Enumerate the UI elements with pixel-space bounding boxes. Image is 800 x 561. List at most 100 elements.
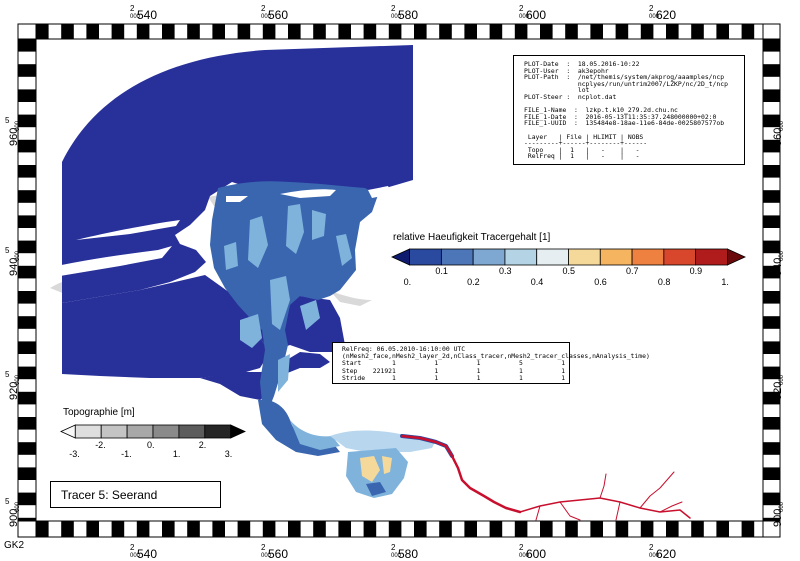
northing-label: 5 920 000 xyxy=(766,370,785,400)
colorbar-over-triangle xyxy=(230,424,246,439)
easting-prefix: 2 xyxy=(519,4,524,13)
easting-label: 2 580 000 xyxy=(390,543,422,561)
easting-value: 560 xyxy=(268,8,289,22)
northing-label: 5 940 000 xyxy=(766,246,785,276)
checker-cell xyxy=(514,24,528,39)
checker-cell xyxy=(18,492,36,506)
checker-cell xyxy=(763,316,780,329)
checker-cell xyxy=(61,24,74,39)
checker-cell xyxy=(61,521,74,537)
easting-label: 2 620 000 xyxy=(648,543,680,561)
easting-prefix: 2 xyxy=(649,543,654,552)
easting-suffix: 000 xyxy=(261,14,272,20)
checker-cell xyxy=(763,442,780,455)
tracer-tick-upper: 0.1 xyxy=(435,266,448,276)
checker-cell xyxy=(565,521,578,537)
checker-cell xyxy=(763,39,780,52)
northing-suffix: 000 xyxy=(779,501,786,513)
tracer-title-box: Tracer 5: Seerand xyxy=(50,481,221,508)
checker-cell xyxy=(590,521,603,537)
checker-cell xyxy=(18,316,36,329)
easting-suffix: 000 xyxy=(519,553,530,559)
checker-cell xyxy=(36,521,49,537)
checker-cell xyxy=(162,521,175,537)
tracer-tick-lower: 1. xyxy=(721,277,729,287)
checker-cell xyxy=(18,64,36,77)
easting-label: 2 620 000 xyxy=(648,4,680,22)
checker-cell xyxy=(338,521,351,537)
checker-cell xyxy=(18,291,36,304)
checker-cell xyxy=(763,517,780,521)
checker-cell xyxy=(763,291,780,304)
checker-cell xyxy=(18,165,36,178)
northing-prefix: 5 xyxy=(769,116,774,125)
checker-cell xyxy=(111,24,125,39)
easting-value: 600 xyxy=(526,8,547,22)
tracer-tick-lower: 0.4 xyxy=(530,277,544,287)
colorbar-cell xyxy=(409,248,442,266)
northing-suffix: 000 xyxy=(15,374,22,386)
tracer-tick-lower: 0.6 xyxy=(594,277,607,287)
easting-value: 560 xyxy=(268,547,289,561)
header-info-line: PLOT-Path : /net/themis/system/akprog/aa… xyxy=(524,73,725,82)
header-info-line: PLOT-Date : 18.05.2016-10:22 xyxy=(524,60,640,68)
checker-cell xyxy=(540,521,553,537)
checker-cell xyxy=(18,190,36,203)
checker-cell xyxy=(86,24,99,39)
checker-cell xyxy=(18,215,36,228)
easting-value: 580 xyxy=(398,547,419,561)
checker-cell xyxy=(763,417,780,430)
topo-tick-lower: 3. xyxy=(224,449,233,459)
northing-suffix: 000 xyxy=(779,120,786,132)
relfreq-info-line: Step 221921 1 1 1 1 xyxy=(342,366,566,375)
checker-cell xyxy=(590,24,603,39)
checker-cell xyxy=(18,114,36,128)
northing-prefix: 5 xyxy=(769,246,774,255)
checker-cell xyxy=(763,467,780,480)
checker-cell xyxy=(18,366,36,380)
easting-prefix: 2 xyxy=(391,543,396,552)
inner-frame xyxy=(35,38,764,522)
easting-label: 2 540 000 xyxy=(129,4,161,22)
tracer-tick-lower: 0.2 xyxy=(467,277,480,287)
easting-prefix: 2 xyxy=(130,543,135,552)
northing-label: 5 960 000 xyxy=(766,116,786,146)
easting-prefix: 2 xyxy=(261,543,266,552)
easting-value: 540 xyxy=(137,547,158,561)
checker-cell xyxy=(187,24,200,39)
checker-cell xyxy=(763,139,780,153)
header-info-line: RelFreq | 1 | - | - xyxy=(524,152,640,161)
relfreq-info-line: Stride 1 1 1 1 1 xyxy=(342,373,566,382)
easting-label: 2 560 000 xyxy=(260,4,292,22)
tracer-colorbar-title: relative Haeufigkeit Tracergehalt [1] xyxy=(393,232,551,243)
checker-cell xyxy=(288,521,301,537)
northing-prefix: 5 xyxy=(5,370,10,379)
easting-suffix: 000 xyxy=(519,14,530,20)
northing-suffix: 000 xyxy=(15,120,22,132)
colorbar-cell xyxy=(74,424,102,439)
easting-label: 2 600 000 xyxy=(518,4,550,22)
checker-cell xyxy=(18,341,36,354)
checker-cell xyxy=(763,492,780,506)
checker-cell xyxy=(18,391,36,405)
tracer-tick-upper: 0.7 xyxy=(626,266,639,276)
northing-label: 5 940 000 xyxy=(2,246,22,276)
river xyxy=(400,434,691,521)
checker-cell xyxy=(763,190,780,203)
topo-tick-lower: 1. xyxy=(172,449,181,459)
checker-cell xyxy=(763,265,780,279)
tracer-tick-lower: 0.8 xyxy=(657,277,671,287)
relfreq-info-box: RelFreq: 06.05.2010-16:10:00 UTC (nMesh2_… xyxy=(332,342,650,384)
topo-tick-lower: -3. xyxy=(69,449,80,459)
checker-cell xyxy=(763,341,780,354)
checker-cell xyxy=(763,165,780,178)
checker-cell xyxy=(237,24,251,39)
northing-suffix: 000 xyxy=(15,250,22,262)
islands xyxy=(40,186,392,276)
checker-cell xyxy=(741,24,755,39)
colorbar-cell xyxy=(695,248,728,266)
checker-cell xyxy=(514,521,528,537)
checker-cell xyxy=(615,24,629,39)
tracer-tick-lower: 0. xyxy=(403,277,412,287)
colorbar-cell xyxy=(178,424,206,439)
